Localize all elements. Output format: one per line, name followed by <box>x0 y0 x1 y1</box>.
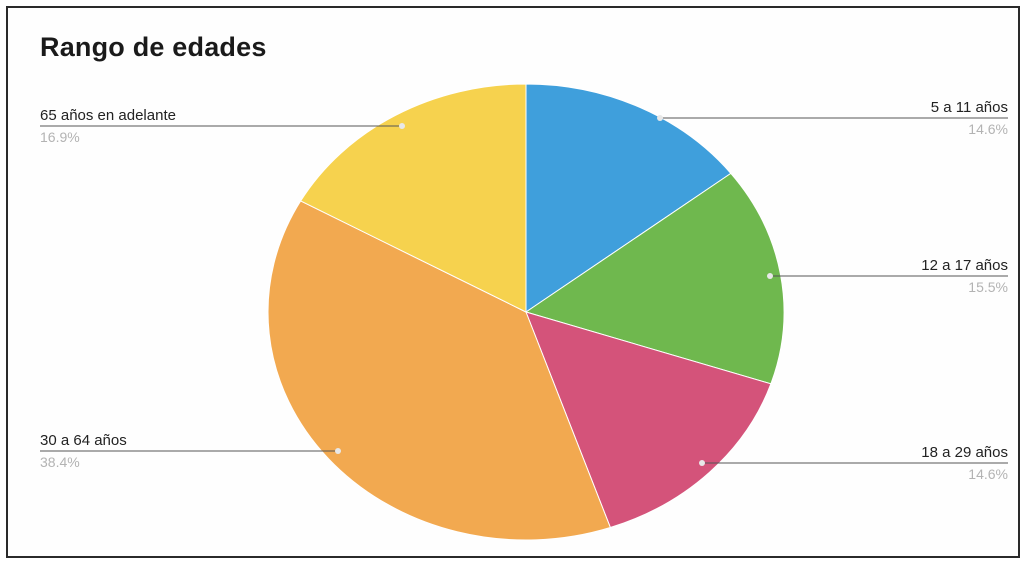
leader-dot <box>657 115 663 121</box>
slice-label: 5 a 11 años <box>931 99 1008 116</box>
leader-dot <box>767 273 773 279</box>
slice-percent-label: 16.9% <box>40 129 80 145</box>
slice-percent-label: 14.6% <box>968 121 1008 137</box>
slice-label: 30 a 64 años <box>40 432 127 449</box>
leader-dot <box>399 123 405 129</box>
slice-label: 18 a 29 años <box>921 444 1008 461</box>
slice-percent-label: 15.5% <box>968 279 1008 295</box>
pie-slice <box>267 200 612 541</box>
slice-percent-label: 14.6% <box>968 466 1008 482</box>
pie-slices <box>267 83 785 541</box>
pie-slice <box>525 311 772 529</box>
chart-title: Rango de edades <box>40 32 267 62</box>
leader-dot <box>335 448 341 454</box>
pie-slice <box>299 83 527 313</box>
slice-percent-label: 38.4% <box>40 454 80 470</box>
slice-label: 12 a 17 años <box>921 257 1008 274</box>
pie-labels: 5 a 11 años 14.6% 12 a 17 años 15.5% 18 a 29… <box>40 99 1008 482</box>
slice-label: 65 años en adelante <box>40 107 176 124</box>
leader-dot <box>699 460 705 466</box>
pie-slice <box>525 83 732 313</box>
pie-slice <box>524 172 785 385</box>
